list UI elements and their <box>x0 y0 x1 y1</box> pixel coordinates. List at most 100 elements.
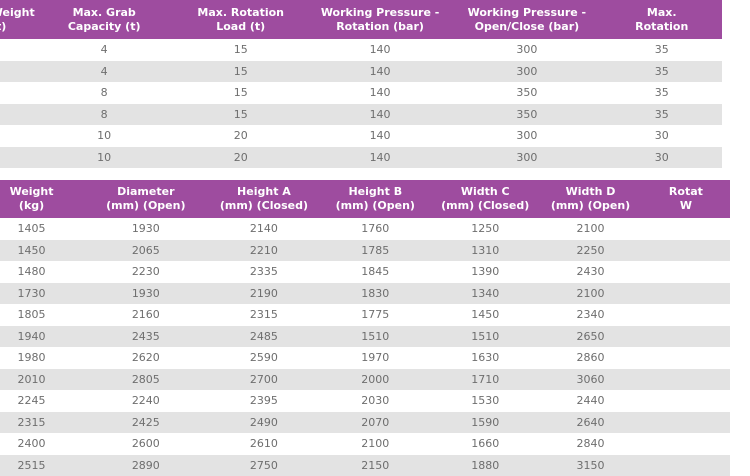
table-cell: 1405 <box>0 218 83 240</box>
table-cell <box>642 283 730 305</box>
table-cell: 1450 <box>0 240 83 262</box>
table-cell: 2315 <box>209 304 320 326</box>
table-cell: 2805 <box>83 369 208 391</box>
column-header: Width D(mm) (Open) <box>539 180 642 218</box>
column-header: Diameter(mm) (Open) <box>83 180 208 218</box>
table-cell: 1880 <box>431 455 539 476</box>
table-cell: 2700 <box>209 369 320 391</box>
table-cell: 35 <box>601 82 722 104</box>
table-cell: 2190 <box>209 283 320 305</box>
column-header: Width C(mm) (Closed) <box>431 180 539 218</box>
table-row: -70102014030030 <box>0 147 722 169</box>
table-cell: 2650 <box>539 326 642 348</box>
table-cell: -70 <box>0 147 35 169</box>
table-cell: 1760 <box>319 218 431 240</box>
table-cell: -20 <box>0 39 35 61</box>
table-cell: 10 <box>35 147 174 169</box>
column-header: Working Pressure -Open/Close (bar) <box>452 0 601 39</box>
table-cell: 350 <box>452 82 601 104</box>
table-cell: 1530 <box>431 390 539 412</box>
table-cell: 1310 <box>431 240 539 262</box>
table-row: -3081514035035 <box>0 82 722 104</box>
column-header-line: Working Pressure - <box>321 6 440 19</box>
table-cell: 1930 <box>83 283 208 305</box>
table-cell: 1970 <box>319 347 431 369</box>
table-cell: -30 <box>0 82 35 104</box>
table-cell: 3150 <box>539 455 642 476</box>
table-cell: 1630 <box>431 347 539 369</box>
table-cell: 140 <box>308 125 452 147</box>
table-cell: 2640 <box>539 412 642 434</box>
table-cell: 2400 <box>0 433 83 455</box>
table-cell <box>642 433 730 455</box>
table-cell <box>642 390 730 412</box>
table-cell: 35 <box>601 39 722 61</box>
table-cell: 35 <box>601 104 722 126</box>
column-header-line: or Weight <box>0 6 35 19</box>
column-header-line: Rotation <box>635 20 688 33</box>
table-cell: 1710 <box>431 369 539 391</box>
column-header-line: Working Pressure - <box>468 6 587 19</box>
table-cell: 1980 <box>0 347 83 369</box>
table-cell: 140 <box>308 61 452 83</box>
column-header: Height A(mm) (Closed) <box>209 180 320 218</box>
table-cell: 2425 <box>83 412 208 434</box>
table-cell: 1590 <box>431 412 539 434</box>
table-cell: 1340 <box>431 283 539 305</box>
column-header-line: Load (t) <box>216 20 265 33</box>
table-cell: 1775 <box>319 304 431 326</box>
table-cell: 2490 <box>209 412 320 434</box>
table-cell <box>642 240 730 262</box>
table-cell: 2065 <box>83 240 208 262</box>
table-cell: 15 <box>174 61 308 83</box>
table-cell: 15 <box>174 82 308 104</box>
column-header-line: Rotat <box>669 185 703 198</box>
column-header-line: Max. Grab <box>73 6 136 19</box>
table-cell: 15 <box>174 104 308 126</box>
table-cell: 2485 <box>209 326 320 348</box>
table-cell: 2590 <box>209 347 320 369</box>
table-cell: 2335 <box>209 261 320 283</box>
table-cell: 2030 <box>319 390 431 412</box>
table-cell: 1390 <box>431 261 539 283</box>
column-header: Weight(kg) <box>0 180 83 218</box>
table-cell: 300 <box>452 125 601 147</box>
table-cell: 1510 <box>431 326 539 348</box>
table-cell: -23 <box>0 61 35 83</box>
table-cell: 30 <box>601 125 722 147</box>
table-cell <box>642 218 730 240</box>
table-cell: 2245 <box>0 390 83 412</box>
table-cell <box>642 369 730 391</box>
table-cell: 4 <box>35 61 174 83</box>
table-cell: 140 <box>308 82 452 104</box>
column-header-line: (mm) (Closed) <box>441 199 529 212</box>
column-header-line: (mm) (Open) <box>336 199 415 212</box>
column-header: Max.Rotation <box>601 0 722 39</box>
column-header-line: Weight <box>10 185 54 198</box>
table-cell: 15 <box>174 39 308 61</box>
table-cell: 140 <box>308 39 452 61</box>
table-cell: 1730 <box>0 283 83 305</box>
dimensions-header: Weight(kg)Diameter(mm) (Open)Height A(mm… <box>0 180 730 218</box>
column-header-line: Width D <box>566 185 616 198</box>
table-cell: 2610 <box>209 433 320 455</box>
column-header-line: (mm) (Open) <box>551 199 630 212</box>
table-cell: 300 <box>452 147 601 169</box>
table-cell: 35 <box>601 61 722 83</box>
table-cell: 2250 <box>539 240 642 262</box>
table-cell: 1830 <box>319 283 431 305</box>
table-row: -2041514030035 <box>0 39 722 61</box>
table-cell: 2860 <box>539 347 642 369</box>
column-header-line: Max. <box>647 6 677 19</box>
table-cell: 2620 <box>83 347 208 369</box>
table-cell: 2140 <box>209 218 320 240</box>
